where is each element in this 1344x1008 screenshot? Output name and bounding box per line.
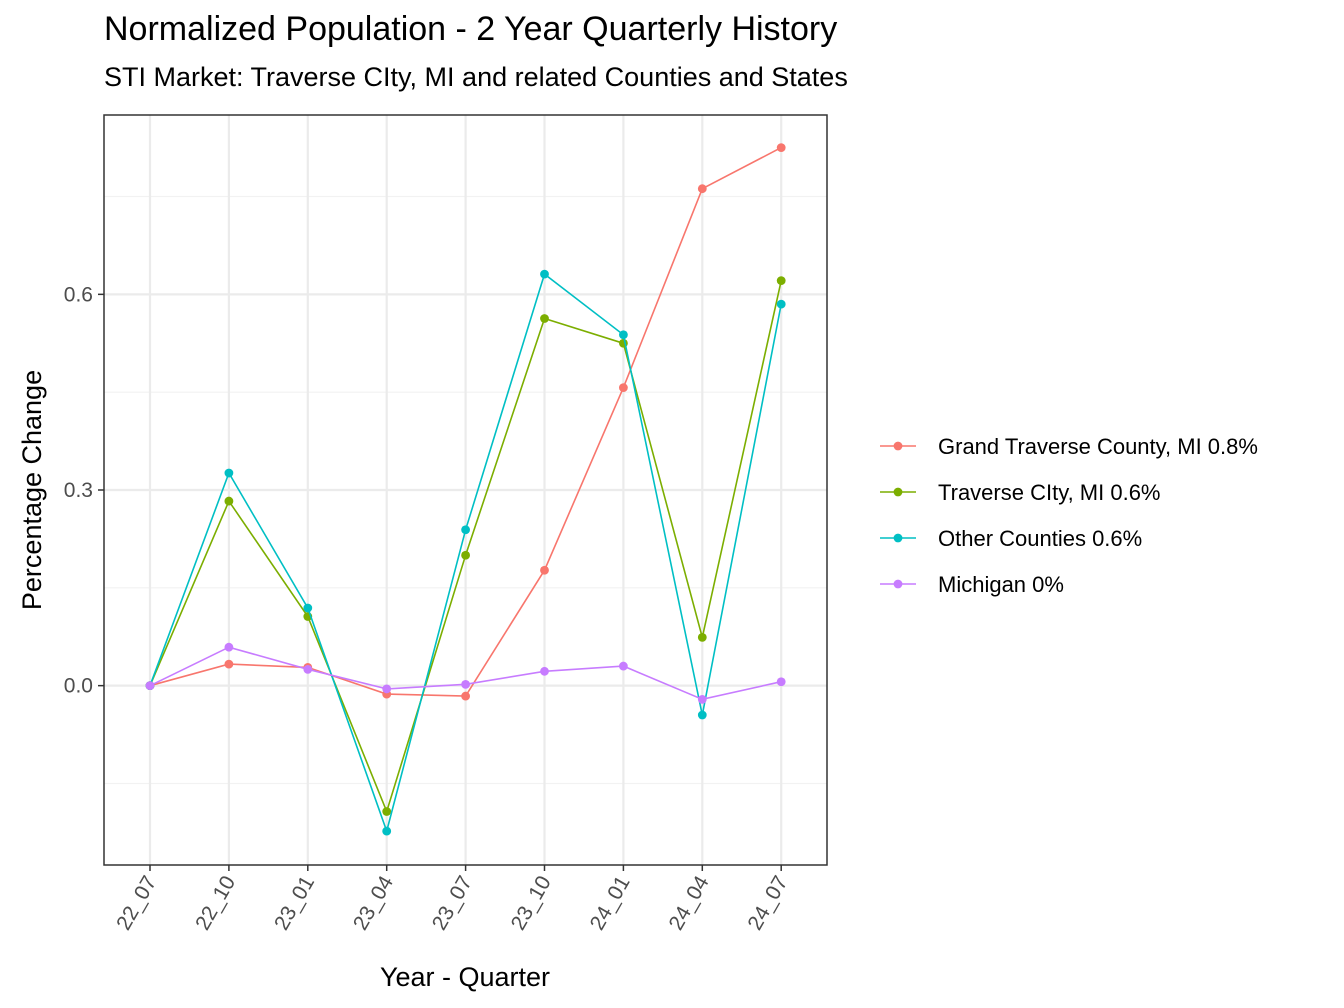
series-point-1 <box>224 659 234 669</box>
legend-key-point <box>893 487 903 497</box>
y-axis-title: Percentage Change <box>17 370 47 610</box>
series-point-3 <box>461 525 470 535</box>
series-point-4 <box>540 666 549 676</box>
series-point-3 <box>540 269 549 279</box>
series-point-1 <box>697 184 707 194</box>
series-point-1 <box>619 383 628 393</box>
series-point-2 <box>540 314 549 323</box>
x-axis-title: Year - Quarter <box>380 962 550 992</box>
series-point-4 <box>461 679 470 689</box>
series-point-4 <box>224 642 234 652</box>
series-point-2 <box>382 807 392 816</box>
legend-label: Michigan 0% <box>938 572 1064 597</box>
y-tick-label: 0.6 <box>64 283 93 306</box>
series-point-4 <box>697 694 707 704</box>
x-tick-label: 23_10 <box>507 872 556 934</box>
series-point-4 <box>145 681 155 691</box>
series-point-4 <box>303 664 313 674</box>
chart-subtitle: STI Market: Traverse CIty, MI and relate… <box>104 62 848 92</box>
chart-title: Normalized Population - 2 Year Quarterly… <box>104 10 838 48</box>
x-tick-label: 24_01 <box>586 872 635 934</box>
series-point-1 <box>461 691 470 701</box>
legend: Grand Traverse County, MI 0.8% Traverse C… <box>880 434 1258 597</box>
x-tick-label: 22_10 <box>191 872 240 934</box>
legend-key-point <box>893 533 903 543</box>
x-tick-label: 23_07 <box>428 872 477 934</box>
series-point-1 <box>540 565 549 575</box>
series-point-3 <box>224 468 234 478</box>
series-point-2 <box>776 276 786 286</box>
x-tick-label: 23_01 <box>270 872 319 934</box>
y-axis-tick-labels: 0.0 0.3 0.6 <box>64 283 93 697</box>
series-point-3 <box>382 826 392 836</box>
legend-key-point <box>893 579 903 589</box>
legend-key-point <box>893 441 903 451</box>
y-tick-label: 0.0 <box>64 675 93 698</box>
series-point-3 <box>619 330 628 340</box>
series-point-2 <box>224 496 234 506</box>
y-tick-label: 0.3 <box>64 479 93 502</box>
series-point-3 <box>303 603 313 613</box>
x-tick-label: 22_07 <box>112 872 161 934</box>
legend-label: Grand Traverse County, MI 0.8% <box>938 434 1258 459</box>
legend-label: Other Counties 0.6% <box>938 526 1142 551</box>
legend-label: Traverse CIty, MI 0.6% <box>938 480 1161 505</box>
series-layer <box>145 143 786 836</box>
x-axis-tick-labels: 22_07 22_10 23_01 23_04 23_07 23_10 24_01 24_04… <box>112 872 792 934</box>
x-tick-label: 23_04 <box>349 872 398 934</box>
series-point-4 <box>776 677 786 687</box>
x-tick-label: 24_04 <box>665 872 714 934</box>
series-point-3 <box>776 299 786 309</box>
series-point-3 <box>697 710 707 720</box>
x-tick-label: 24_07 <box>743 872 792 934</box>
series-point-2 <box>461 550 470 560</box>
series-point-4 <box>619 661 628 671</box>
series-point-4 <box>382 684 392 694</box>
series-point-2 <box>697 632 707 642</box>
series-point-1 <box>776 143 786 153</box>
axis-ticks <box>98 293 782 871</box>
